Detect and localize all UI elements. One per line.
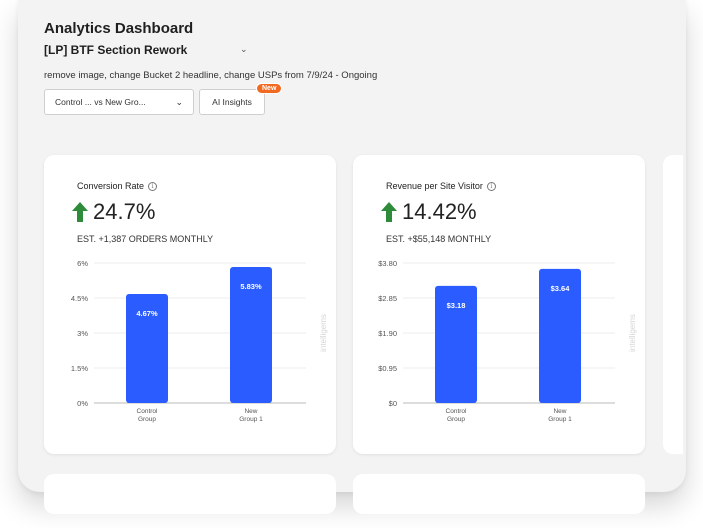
- bar[interactable]: [230, 266, 272, 403]
- bar[interactable]: [126, 294, 168, 403]
- chevron-down-icon[interactable]: ⌄: [240, 44, 248, 54]
- bar-value-label: 5.83%: [240, 282, 262, 291]
- metric-label: Conversion Rate: [77, 181, 145, 191]
- info-icon[interactable]: i: [148, 181, 158, 191]
- metric-lift: 24.7%: [93, 199, 156, 224]
- metric-lift: 14.42%: [402, 199, 477, 224]
- y-tick-label: $0: [389, 399, 397, 408]
- x-tick-label: Group: [447, 416, 465, 423]
- arrow-up-icon: [72, 202, 88, 222]
- bar-value-label: $3.64: [551, 284, 571, 293]
- metric-card-lower-right: [353, 474, 645, 514]
- metric-card-revenue-per-visitor: Revenue per Site Visitor i 14.42% EST. +…: [353, 155, 645, 454]
- y-tick-label: 3%: [77, 329, 88, 338]
- watermark: intelligems: [628, 314, 637, 352]
- bar-value-label: 4.67%: [136, 309, 158, 318]
- chevron-down-icon: ⌄: [175, 96, 183, 107]
- y-tick-label: $0.95: [378, 364, 397, 373]
- x-tick-label: New: [553, 408, 566, 415]
- y-tick-label: $3.80: [378, 259, 397, 268]
- experiment-description: remove image, change Bucket 2 headline, …: [44, 70, 378, 81]
- info-icon[interactable]: i: [486, 181, 496, 191]
- arrow-up-icon: [381, 202, 397, 222]
- x-tick-label: Group: [138, 416, 156, 423]
- x-tick-label: Control: [137, 408, 159, 415]
- metric-estimate: EST. +$55,148 MONTHLY: [386, 234, 492, 244]
- y-tick-label: 6%: [77, 259, 88, 268]
- y-tick-label: 4.5%: [71, 294, 88, 303]
- bar[interactable]: [539, 268, 581, 403]
- x-tick-label: Group 1: [239, 416, 263, 423]
- y-tick-label: $1.90: [378, 329, 397, 338]
- group-compare-dropdown[interactable]: Control ... vs New Gro... ⌄: [44, 89, 194, 115]
- y-tick-label: 0%: [77, 399, 88, 408]
- metric-label: Revenue per Site Visitor: [386, 181, 483, 191]
- metric-card-peek: [663, 155, 683, 454]
- x-tick-label: New: [244, 408, 257, 415]
- metric-estimate: EST. +1,387 ORDERS MONTHLY: [77, 234, 214, 244]
- new-badge: New: [256, 83, 283, 94]
- watermark: intelligems: [319, 314, 328, 352]
- y-tick-label: $2.85: [378, 294, 397, 303]
- bar[interactable]: [435, 285, 477, 403]
- page-title: Analytics Dashboard: [44, 20, 194, 37]
- metric-card-lower-left: [44, 474, 336, 514]
- x-tick-label: Control: [446, 408, 468, 415]
- ai-insights-button[interactable]: AI Insights: [199, 89, 265, 115]
- x-tick-label: Group 1: [548, 416, 572, 423]
- watermark-text: intelligems: [628, 314, 637, 352]
- watermark-text: intelligems: [319, 314, 328, 352]
- ai-insights-label: AI Insights: [212, 97, 252, 107]
- experiment-selector[interactable]: [LP] BTF Section Rework: [44, 43, 188, 57]
- bar-value-label: $3.18: [447, 301, 466, 310]
- metric-card-conversion-rate: Conversion Rate i 24.7% EST. +1,387 ORDE…: [44, 155, 336, 454]
- y-tick-label: 1.5%: [71, 364, 88, 373]
- group-compare-label: Control ... vs New Gro...: [55, 97, 146, 107]
